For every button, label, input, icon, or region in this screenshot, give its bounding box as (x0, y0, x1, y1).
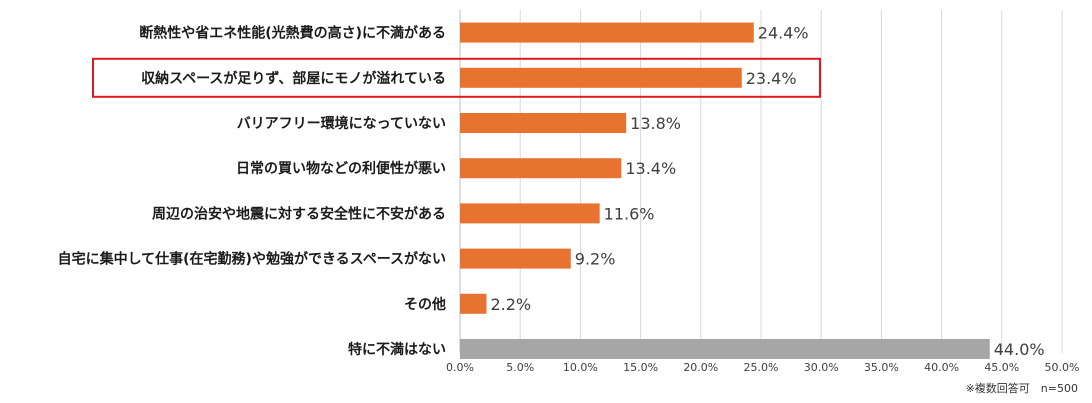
category-label: 収納スペースが足りず、部屋にモノが溢れている (141, 70, 446, 87)
bar (460, 158, 622, 179)
footnote: ※複数回答可 n=500 (965, 382, 1078, 395)
data-label: 23.4% (746, 69, 797, 88)
category-label: 周辺の治安や地震に対する安全性に不安がある (152, 205, 446, 222)
x-tick-label: 40.0% (924, 361, 959, 374)
highlight-box (92, 57, 821, 98)
data-label: 44.0% (994, 340, 1045, 359)
x-tick-label: 10.0% (563, 361, 598, 374)
bar (460, 113, 627, 133)
category-label: 断熱性や省エネ性能(光熱費の高さ)に不満がある (139, 25, 446, 42)
bar (460, 339, 990, 359)
bar (460, 248, 571, 269)
data-label: 9.2% (575, 250, 616, 269)
x-tick-label: 0.0% (446, 361, 474, 374)
category-label: 自宅に集中して仕事(在宅勤務)や勉強ができるスペースがない (58, 251, 446, 268)
data-label: 2.2% (490, 295, 531, 314)
bar (460, 22, 754, 43)
data-label: 13.4% (625, 159, 676, 178)
x-tick-label: 30.0% (804, 361, 839, 374)
data-label: 13.8% (630, 114, 681, 133)
x-tick-label: 25.0% (744, 361, 779, 374)
x-tick-label: 15.0% (623, 361, 658, 374)
bar (460, 293, 487, 314)
x-tick-label: 50.0% (1045, 361, 1080, 374)
category-label: バリアフリー環境になっていない (237, 115, 446, 132)
x-tick-label: 45.0% (984, 361, 1019, 374)
data-label: 24.4% (758, 24, 809, 43)
category-label: 日常の買い物などの利便性が悪い (236, 160, 446, 177)
category-label: その他 (404, 296, 446, 313)
bar (460, 67, 742, 88)
data-label: 11.6% (604, 204, 655, 223)
x-tick-label: 20.0% (683, 361, 718, 374)
x-tick-label: 35.0% (864, 361, 899, 374)
x-tick-label: 5.0% (506, 361, 534, 374)
category-label: 特に不満はない (348, 341, 446, 358)
bar (460, 203, 600, 224)
